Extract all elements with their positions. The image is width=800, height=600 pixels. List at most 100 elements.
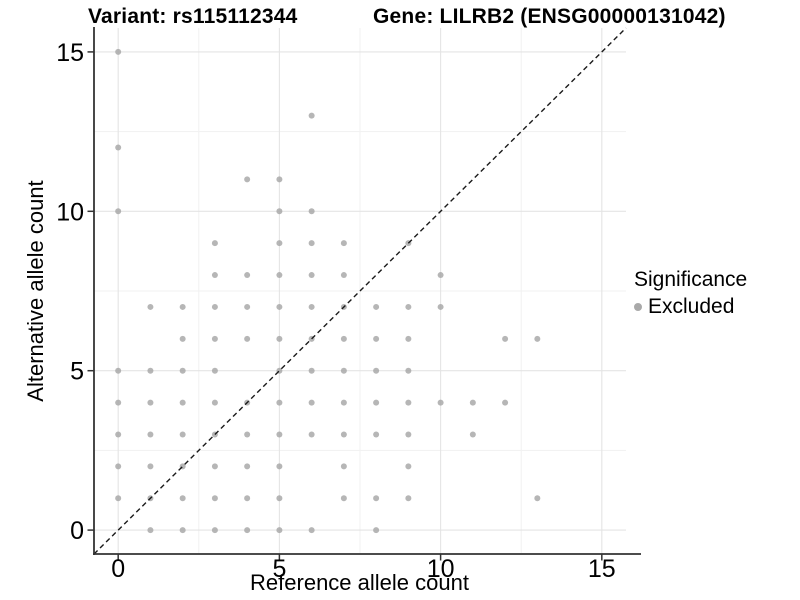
data-point	[211, 527, 218, 534]
data-point	[502, 335, 509, 342]
x-tick-label: 10	[427, 555, 455, 583]
data-point	[373, 367, 380, 374]
data-point	[308, 272, 315, 279]
y-tick-label: 15	[56, 39, 84, 67]
data-point	[276, 272, 283, 279]
legend: Significance Excluded	[634, 268, 747, 319]
data-point	[211, 272, 218, 279]
plot-title-gene: Gene: LILRB2 (ENSG00000131042)	[373, 5, 726, 28]
data-point	[115, 208, 122, 215]
data-point	[179, 431, 186, 438]
data-point	[340, 367, 347, 374]
data-point	[469, 399, 476, 406]
data-point	[373, 431, 380, 438]
identity-line	[93, 27, 627, 555]
data-point	[211, 495, 218, 502]
data-point	[179, 303, 186, 310]
data-point	[373, 399, 380, 406]
y-axis-title: Alternative allele count	[23, 180, 48, 402]
data-point	[405, 367, 412, 374]
data-point	[340, 495, 347, 502]
data-point	[211, 399, 218, 406]
data-point	[276, 527, 283, 534]
data-point	[405, 303, 412, 310]
data-point	[437, 303, 444, 310]
data-point	[244, 303, 251, 310]
data-point	[115, 399, 122, 406]
data-point	[373, 495, 380, 502]
data-point	[405, 463, 412, 470]
data-point	[244, 176, 251, 183]
data-point	[373, 527, 380, 534]
data-point	[244, 335, 251, 342]
data-point	[373, 335, 380, 342]
data-point	[211, 335, 218, 342]
data-point	[340, 399, 347, 406]
legend-item-excluded: Excluded	[634, 295, 747, 319]
legend-title: Significance	[634, 268, 748, 291]
data-point	[147, 367, 154, 374]
data-point	[276, 335, 283, 342]
data-point	[147, 303, 154, 310]
data-point	[469, 431, 476, 438]
data-point	[115, 144, 122, 151]
data-point	[308, 208, 315, 215]
data-point	[308, 527, 315, 534]
data-point	[147, 527, 154, 534]
data-point	[308, 240, 315, 247]
data-point	[308, 303, 315, 310]
data-point	[308, 431, 315, 438]
x-tick-label: 5	[272, 555, 286, 583]
data-point	[276, 303, 283, 310]
data-point	[147, 431, 154, 438]
data-point	[244, 527, 251, 534]
data-point	[373, 303, 380, 310]
data-point	[405, 431, 412, 438]
data-point	[115, 48, 122, 55]
data-point	[179, 335, 186, 342]
data-point	[308, 367, 315, 374]
data-point	[244, 272, 251, 279]
data-point	[340, 272, 347, 279]
data-point	[340, 463, 347, 470]
data-point	[308, 399, 315, 406]
y-tick-label: 0	[70, 517, 84, 545]
data-point	[179, 399, 186, 406]
data-point	[244, 431, 251, 438]
data-point	[340, 335, 347, 342]
data-point	[502, 399, 509, 406]
y-tick-label: 5	[70, 358, 84, 386]
data-point	[534, 335, 541, 342]
data-point	[276, 495, 283, 502]
data-point	[115, 463, 122, 470]
legend-point-icon	[634, 303, 642, 311]
data-point	[244, 463, 251, 470]
data-point	[437, 399, 444, 406]
data-point	[405, 399, 412, 406]
data-point	[276, 399, 283, 406]
data-point	[211, 240, 218, 247]
data-point	[115, 431, 122, 438]
data-point	[437, 272, 444, 279]
data-point	[276, 431, 283, 438]
data-point	[179, 495, 186, 502]
data-point	[340, 240, 347, 247]
data-point	[405, 335, 412, 342]
data-point	[276, 176, 283, 183]
data-point	[211, 463, 218, 470]
legend-item-label: Excluded	[648, 295, 735, 318]
data-point	[179, 527, 186, 534]
x-tick-label: 0	[111, 555, 125, 583]
data-point	[147, 399, 154, 406]
data-point	[308, 112, 315, 119]
data-point	[276, 463, 283, 470]
x-tick-label: 15	[588, 555, 616, 583]
plot-title-variant: Variant: rs115112344	[88, 5, 298, 28]
data-point	[244, 495, 251, 502]
data-point	[147, 463, 154, 470]
data-point	[276, 208, 283, 215]
y-tick-label: 10	[56, 198, 84, 226]
data-point	[115, 367, 122, 374]
